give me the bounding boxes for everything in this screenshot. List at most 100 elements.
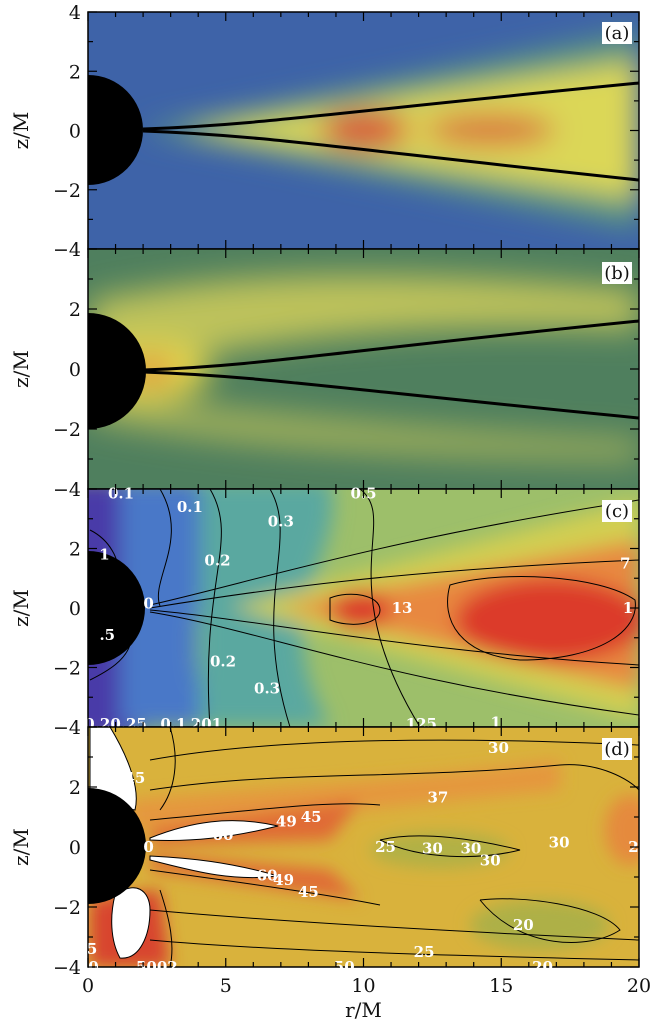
panel-a-tag-text: (a) xyxy=(605,23,630,44)
panel-c-contour-label: 13 xyxy=(392,599,413,617)
panel-c-tag-text: (c) xyxy=(605,501,629,522)
panel-c-contour-label: 0.2 xyxy=(204,551,230,569)
panel-c-field xyxy=(88,489,639,727)
panel-d-contour-label: 30 xyxy=(461,840,482,858)
panel-c-black-hole xyxy=(88,551,145,665)
panel-d-contour-label: 5 xyxy=(87,940,97,958)
panel-c-contour-label: .5 xyxy=(99,626,115,644)
panel-d-contour-lines xyxy=(149,727,639,967)
panel-c-y-axis-title: z/M xyxy=(9,589,33,627)
panel-d-tag: (d) xyxy=(602,738,632,760)
panel-a-y-axis-title: z/M xyxy=(9,112,33,150)
panel-d-contour-label: 30 xyxy=(488,739,509,757)
panel-d-y-tick-label: −2 xyxy=(53,897,81,919)
panel-a-field xyxy=(88,12,639,249)
panel-c-y-tick-label: −4 xyxy=(53,717,81,739)
panel-c-contour-label: 0.1 xyxy=(108,484,134,502)
axes: 420−2−4z/M20−2−4z/M20−2−4z/M20−2−4z/M0 5 1… xyxy=(9,2,651,1022)
panel-d-contour-label: 0 xyxy=(121,892,131,910)
panel-d-y-tick-label: 0 xyxy=(69,837,81,859)
panel-c-contour-label: 0.2 xyxy=(210,653,236,671)
panel-c-y-tick-label: 0 xyxy=(69,598,81,620)
panel-d-white-lobe-upper xyxy=(149,820,279,841)
panel-d-contour-label: 25 xyxy=(375,838,396,856)
panel-d-contour-label: 45 xyxy=(298,883,319,901)
panel-c-red-core-2 xyxy=(455,578,639,662)
panel-c-contour-label: 0.3 xyxy=(254,679,280,697)
panel-c-contour-lines xyxy=(89,489,639,727)
panel-a-y-tick-label: −2 xyxy=(53,180,81,202)
panel-d-orange-band-upper xyxy=(130,760,560,830)
panel-c-tag: (c) xyxy=(602,500,632,522)
panel-d-contour-label: 0 xyxy=(143,838,153,856)
panel-b-black-hole xyxy=(88,313,146,429)
panel-d-contour-label: 20 xyxy=(532,958,553,976)
panel-b-upper-boundary-line xyxy=(142,319,639,372)
panel-a-lower-boundary-line xyxy=(142,129,639,182)
panel-d-contour-label: 20 xyxy=(513,916,534,934)
panel-c-contour-label: 0 xyxy=(143,595,153,613)
panel-c-y-tick-label: −2 xyxy=(53,658,81,680)
panel-b-tag-text: (b) xyxy=(604,263,630,284)
panel-c-contour-label: 1 xyxy=(99,545,109,563)
panel-d-white-lower-left xyxy=(111,887,151,959)
panel-b-y-tick-label: −2 xyxy=(53,419,81,441)
panel-d-contour-label: 5002 xyxy=(136,958,178,976)
panel-a-y-tick-label: 0 xyxy=(69,121,81,143)
panel-d-contour-label: 25 xyxy=(414,943,435,961)
panel-c: (c) 0.1 0.50.10.31 0.2 70 13 1.50.20.30.20.25… xyxy=(84,484,640,733)
panel-b-lower-boundary-line xyxy=(142,370,639,420)
panel-d-white-lobe-lower xyxy=(149,855,279,879)
panel-d-contour-label: 49 xyxy=(276,813,297,831)
panel-a: (a) xyxy=(87,11,640,250)
panel-d-y-axis-title: z/M xyxy=(9,828,33,866)
panel-d-contour-label: 60 xyxy=(213,826,234,844)
panel-b-y-tick-label: 0 xyxy=(69,359,81,381)
panel-d-contour-label: 30 xyxy=(422,840,443,858)
panel-b-y-tick-label: 2 xyxy=(69,299,81,321)
panel-b-upper-yellow-band xyxy=(90,274,639,380)
panel-d-contour-label: 49 xyxy=(273,871,294,889)
x-tick-label: 0 xyxy=(82,975,94,997)
panel-d-contour-label: 60 xyxy=(257,867,278,885)
panel-d-y-tick-label: −4 xyxy=(53,957,81,979)
panel-d-contour-label: 50 xyxy=(334,958,355,976)
panel-b: (b) xyxy=(87,248,640,490)
panel-a-y-tick-label: −4 xyxy=(53,239,81,261)
x-axis-title: r/M xyxy=(345,998,382,1022)
panel-a-upper-boundary-line xyxy=(142,81,639,131)
panel-d-y-tick-label: 2 xyxy=(69,777,81,799)
panel-a-black-hole xyxy=(88,75,143,185)
panel-b-tag: (b) xyxy=(602,262,632,284)
panel-c-contour-label: 1 xyxy=(491,714,501,732)
panel-a-y-tick-label: 2 xyxy=(69,61,81,83)
x-tick-label: 20 xyxy=(627,975,651,997)
panel-c-y-tick-label: 2 xyxy=(69,539,81,561)
panel-b-field xyxy=(88,249,639,489)
panel-a-peak-1 xyxy=(320,112,410,148)
panel-c-contour-label: 0.3 xyxy=(268,513,294,531)
panel-d-contour-label: 30 xyxy=(549,834,570,852)
panel-c-contour-label: 7 xyxy=(620,554,630,572)
panel-c-contour-label: 0.1 xyxy=(177,498,203,516)
panel-b-lower-yellow-band xyxy=(90,395,639,460)
panel-d-contour-label: 30 xyxy=(480,852,501,870)
panel-c-contour-label: 1 xyxy=(623,599,633,617)
panel-a-peak-2 xyxy=(425,113,555,147)
panel-d-contour-label: 37 xyxy=(427,789,448,807)
panel-d-tag-text: (d) xyxy=(604,739,630,760)
panel-d-contour-label: 45 xyxy=(124,769,145,787)
panel-d-contour-label: 45 xyxy=(301,808,322,826)
panel-d-black-hole xyxy=(88,788,146,904)
x-tick-label: 15 xyxy=(489,975,513,997)
panel-b-y-axis-title: z/M xyxy=(9,350,33,388)
panel-d-white-upper-left xyxy=(89,727,137,811)
panel-a-tag: (a) xyxy=(602,22,632,44)
panel-b-y-tick-label: −4 xyxy=(53,479,81,501)
panel-d-olive-patch-2 xyxy=(470,900,610,950)
panel-a-y-tick-label: 4 xyxy=(69,2,81,24)
x-tick-label: 5 xyxy=(220,975,232,997)
